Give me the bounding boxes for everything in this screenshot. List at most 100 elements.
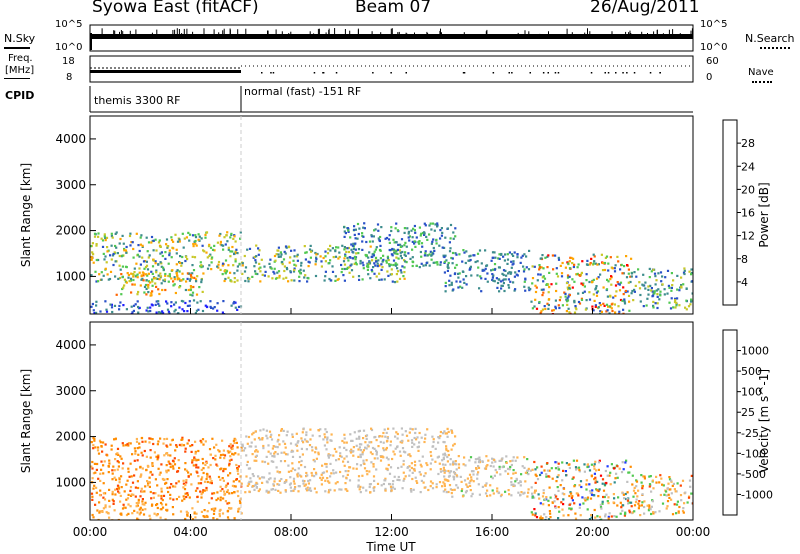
heatmap-cell [593,478,596,481]
power-y-tick-label: 3000 [55,178,86,192]
heatmap-cell [457,455,460,458]
heatmap-cell [641,487,644,490]
heatmap-cell [666,292,669,295]
heatmap-cell [450,256,453,260]
heatmap-cell [127,442,130,445]
heatmap-cell [635,480,639,483]
heatmap-cell [311,474,314,477]
heatmap-cell [413,242,416,245]
heatmap-cell [530,511,533,514]
heatmap-cell [428,253,431,256]
heatmap-cell [201,290,204,293]
heatmap-cell [604,513,607,516]
heatmap-cell [508,468,511,471]
heatmap-cell [258,477,261,480]
heatmap-cell [277,253,280,256]
heatmap-cell [436,263,439,266]
heatmap-cell [492,274,495,277]
heatmap-cell [474,458,477,461]
heatmap-cell [155,514,158,517]
heatmap-cell [192,285,195,289]
heatmap-cell [688,479,692,482]
heatmap-cell [276,446,279,449]
heatmap-cell [433,229,436,232]
heatmap-cell [413,443,416,446]
heatmap-cell [349,451,353,454]
heatmap-cell [436,222,439,225]
heatmap-cell [216,464,219,467]
heatmap-cell [290,279,293,282]
heatmap-cell [194,236,198,239]
heatmap-cell [128,234,132,238]
heatmap-cell [221,264,224,267]
heatmap-cell [465,250,468,253]
heatmap-cell [191,461,194,464]
heatmap-cell [679,484,682,487]
heatmap-cell [153,277,156,280]
heatmap-cell [253,459,256,462]
heatmap-cell [165,243,168,246]
heatmap-cell [359,485,362,488]
heatmap-cell [219,240,222,243]
heatmap-cell [202,272,205,275]
heatmap-cell [576,266,579,269]
heatmap-cell [293,268,296,272]
heatmap-cell [441,231,444,234]
heatmap-cell [400,465,403,468]
heatmap-cell [442,490,445,493]
heatmap-cell [373,486,376,489]
heatmap-cell [662,484,665,487]
heatmap-cell [368,251,371,254]
heatmap-cell [559,264,562,267]
heatmap-cell [560,272,564,275]
heatmap-cell [232,453,235,456]
heatmap-cell [354,237,357,240]
heatmap-cell [390,226,393,229]
heatmap-cell [690,502,693,505]
heatmap-cell [584,499,587,502]
heatmap-cell [437,436,440,439]
heatmap-cell [216,302,219,305]
heatmap-cell [221,273,224,276]
heatmap-cell [278,471,282,474]
heatmap-cell [323,279,326,282]
heatmap-cell [366,444,369,447]
heatmap-cell [169,497,172,500]
heatmap-cell [319,476,322,479]
heatmap-cell [347,259,350,262]
heatmap-cell [95,300,98,303]
heatmap-cell [661,275,664,278]
nave-tick-top: 60 [706,56,719,67]
heatmap-cell [157,302,160,305]
freq-dot [604,72,606,74]
heatmap-cell [388,241,391,244]
heatmap-cell [489,464,492,468]
heatmap-cell [658,481,661,484]
heatmap-cell [181,232,184,235]
heatmap-cell [174,291,177,295]
heatmap-cell [443,260,446,263]
heatmap-cell [582,502,585,505]
heatmap-cell [289,256,292,259]
heatmap-cell [597,306,600,309]
heatmap-cell [341,244,344,247]
heatmap-cell [91,513,94,517]
heatmap-cell [158,304,161,307]
heatmap-cell [411,236,414,239]
heatmap-cell [155,503,158,507]
heatmap-cell [345,455,348,458]
heatmap-cell [469,480,472,483]
heatmap-cell [641,501,644,504]
heatmap-cell [274,277,278,280]
heatmap-cell [265,434,268,437]
heatmap-cell [376,482,380,485]
heatmap-cell [175,271,178,275]
heatmap-cell [167,274,170,278]
heatmap-cell [170,463,173,466]
heatmap-cell [633,271,636,274]
heatmap-cell [229,271,232,274]
heatmap-cell [393,475,396,478]
heatmap-cell [396,248,399,251]
heatmap-cell [138,271,141,274]
heatmap-cell [232,264,235,267]
